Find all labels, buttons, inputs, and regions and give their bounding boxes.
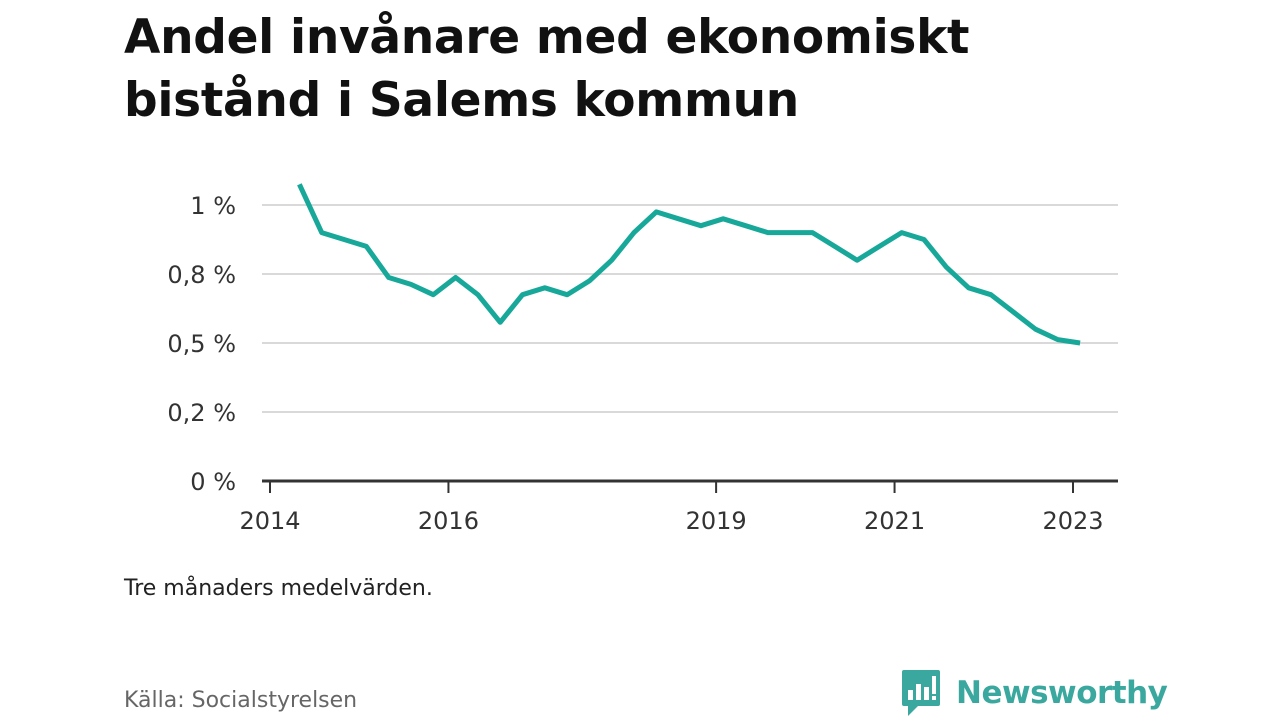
grid-lines bbox=[262, 204, 1118, 413]
x-axis bbox=[262, 479, 1118, 493]
brand-name: Newsworthy bbox=[956, 675, 1168, 711]
chart-title: Andel invånare med ekonomiskt bistånd i … bbox=[124, 10, 970, 128]
source-credit: Källa: Socialstyrelsen bbox=[124, 688, 358, 713]
y-tick-label: 0 % bbox=[190, 468, 236, 496]
y-axis-labels: 0 % 0,2 % 0,5 % 0,8 % 1 % bbox=[167, 192, 236, 496]
y-tick-label: 1 % bbox=[190, 192, 236, 220]
chart-note: Tre månaders medelvärden. bbox=[124, 576, 433, 601]
series bbox=[297, 183, 1081, 346]
brand-logo: Newsworthy bbox=[900, 668, 1168, 718]
x-tick-label: 2019 bbox=[686, 507, 747, 535]
x-tick-label: 2016 bbox=[418, 507, 479, 535]
y-tick-label: 0,5 % bbox=[167, 330, 236, 358]
series-line bbox=[297, 183, 1081, 346]
x-tick-label: 2021 bbox=[864, 507, 925, 535]
y-tick-label: 0,2 % bbox=[167, 399, 236, 427]
bar-chart-speech-bubble-icon bbox=[902, 670, 940, 716]
x-axis-labels: 2014 2016 2019 2021 2023 bbox=[239, 507, 1103, 535]
y-tick-label: 0,8 % bbox=[167, 261, 236, 289]
x-tick-label: 2014 bbox=[239, 507, 300, 535]
line-chart: 0 %0,2 %0,5 %0,8 %1 % 2014 2016 2019 2021 20… bbox=[167, 183, 1118, 535]
x-tick-label: 2023 bbox=[1042, 507, 1103, 535]
